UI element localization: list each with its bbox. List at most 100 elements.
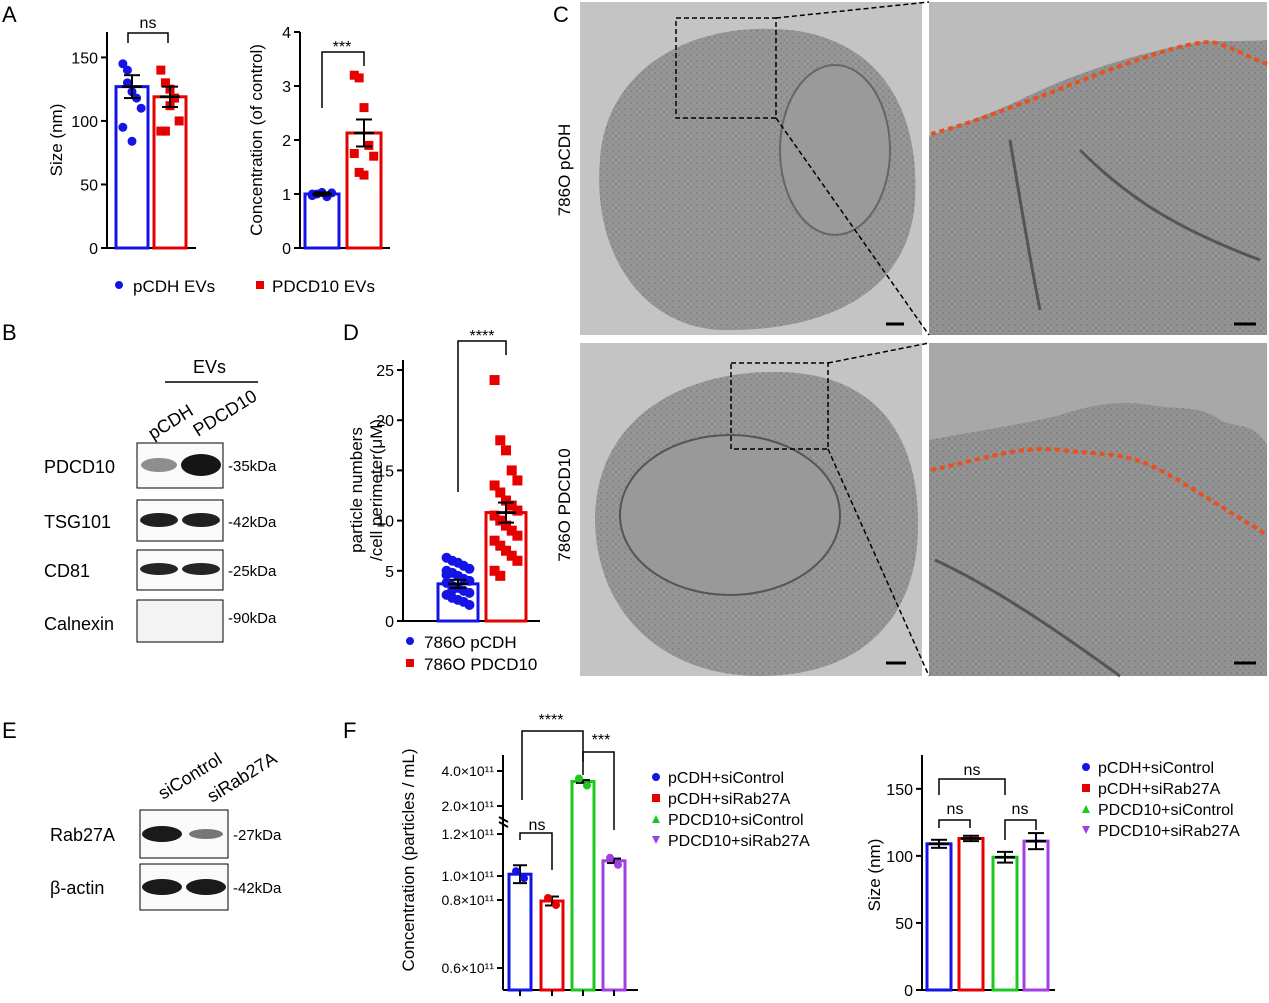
blot-b-protein-2: TSG101 <box>44 512 111 532</box>
blot-b: EVs pCDH PDCD10 PDCD10 -35kDa TSG101 -42… <box>44 357 277 643</box>
legend-d: 786O pCDH 786O PDCD10 <box>406 633 537 674</box>
d-point <box>489 375 500 386</box>
f-size-bar <box>957 836 985 992</box>
panel-label-d: D <box>343 320 359 345</box>
d-point <box>447 584 458 595</box>
d-point <box>495 540 506 551</box>
blot-b-kda-2: -42kDa <box>228 514 277 531</box>
a-conc-point <box>349 149 359 158</box>
d-point <box>501 545 511 556</box>
f-size-sig-2: ns <box>947 801 964 818</box>
d-point <box>464 599 475 610</box>
blot-b-protein-1: PDCD10 <box>44 457 115 477</box>
f-conc-sig-1: **** <box>539 712 564 729</box>
d-ytick-label: 0 <box>385 614 394 631</box>
f-size-bar <box>1022 839 1050 992</box>
f-conc-sig-2: *** <box>592 732 611 749</box>
d-point <box>506 525 517 536</box>
f-conc-point <box>575 774 583 783</box>
a-size-point <box>156 126 166 136</box>
f-conc-ylabel: Concentration (particles / mL) <box>399 749 418 972</box>
legFR-entry: PDCD10+siRab27A <box>1098 823 1240 840</box>
blot-b-header: EVs <box>193 357 226 377</box>
legFR-entry: pCDH+siRab27A <box>1098 781 1221 798</box>
f-conc-bar <box>507 872 533 992</box>
a-size-point <box>122 78 132 88</box>
blot-b-kda-3: -25kDa <box>228 563 277 580</box>
d-sig: **** <box>470 328 495 345</box>
d-point <box>489 565 500 576</box>
d-point <box>464 587 475 598</box>
d-point <box>495 570 506 581</box>
f-conc-ytick-label: 4.0×10¹¹ <box>441 763 494 779</box>
a-conc-ytick-label: 2 <box>282 133 291 150</box>
legFL-entry: pCDH+siRab27A <box>668 791 791 808</box>
d-point <box>441 569 452 580</box>
f-size-ytick-label: 100 <box>886 849 913 866</box>
legend-d-pdcd10-marker <box>406 659 414 667</box>
chart-f-concentration: 0.6×10¹¹ 0.8×10¹¹ 1.0×10¹¹ 1.2×10¹¹ 2.0×10¹¹… <box>399 712 638 996</box>
blot-b-kda-4: -90kDa <box>228 610 277 627</box>
f-conc-ytick-label: 0.8×10¹¹ <box>441 892 494 908</box>
legFR-marker <box>1082 805 1090 813</box>
f-conc-ytick-label: 1.2×10¹¹ <box>441 826 494 842</box>
a-size-point <box>122 65 132 75</box>
a-conc-point <box>354 167 364 177</box>
d-point <box>495 435 506 446</box>
a-conc-point <box>359 103 369 113</box>
blot-e-kda-2: -42kDa <box>233 880 282 897</box>
a-conc-point <box>349 70 359 80</box>
legend-a-pcdh: pCDH EVs <box>133 277 215 296</box>
d-point <box>506 500 517 511</box>
f-size-bar <box>925 842 953 992</box>
legend-f-left: pCDH+siControl pCDH+siRab27A PDCD10+siCont… <box>652 770 810 850</box>
f-conc-point <box>512 867 520 876</box>
d-point <box>501 495 511 506</box>
d-point <box>489 535 500 546</box>
f-conc-point <box>520 874 528 883</box>
f-conc-bar <box>539 899 565 992</box>
a-size-ylabel: Size (nm) <box>47 104 66 177</box>
legFL-marker <box>652 794 660 802</box>
legFL-entry: PDCD10+siRab27A <box>668 833 810 850</box>
legFR-marker <box>1082 763 1090 771</box>
d-ylabel-line2: /cell perimeter(μM) <box>367 419 386 561</box>
f-size-sig-1: ns <box>964 762 981 779</box>
f-size-ytick-label: 150 <box>886 782 913 799</box>
a-conc-point <box>359 170 369 180</box>
blot-b-protein-3: CD81 <box>44 561 90 581</box>
legFL-marker <box>652 815 660 823</box>
legFR-entry: PDCD10+siControl <box>1098 802 1234 819</box>
a-size-point <box>118 59 128 69</box>
d-point <box>506 550 517 561</box>
micrograph-c: 786O pCDH 786O PDCD10 <box>555 1 1269 678</box>
a-size-point <box>118 122 128 132</box>
f-size-sig-3: ns <box>1012 801 1029 818</box>
d-ylabel-line1: particle numbers <box>347 427 366 553</box>
a-conc-point <box>354 73 364 83</box>
em-top-zoom <box>929 2 1268 335</box>
a-conc-ytick-label: 0 <box>282 241 291 258</box>
panel-label-e: E <box>2 718 17 743</box>
legFL-marker <box>652 836 660 844</box>
legFR-entry: pCDH+siControl <box>1098 760 1214 777</box>
em-bottom-zoom <box>929 343 1269 678</box>
legend-f-right: pCDH+siControl pCDH+siRab27A PDCD10+siCont… <box>1082 760 1240 840</box>
d-point <box>512 530 523 541</box>
panel-label-f: F <box>343 718 356 743</box>
legFL-marker <box>652 773 660 781</box>
d-ytick-label: 5 <box>385 564 394 581</box>
d-point <box>489 510 500 521</box>
a-size-point <box>127 136 137 146</box>
f-conc-bar <box>601 859 627 992</box>
blot-b-protein-4: Calnexin <box>44 614 114 634</box>
a-size-point <box>170 93 180 103</box>
blot-e-protein-1: Rab27A <box>50 825 115 845</box>
a-size-ytick-label: 150 <box>71 50 98 67</box>
d-point <box>501 445 511 456</box>
c-top-label: 786O pCDH <box>555 124 574 217</box>
a-conc-ylabel: Concentration (of control) <box>247 44 266 236</box>
d-point <box>495 487 506 498</box>
legend-d-pdcd10: 786O PDCD10 <box>424 655 537 674</box>
